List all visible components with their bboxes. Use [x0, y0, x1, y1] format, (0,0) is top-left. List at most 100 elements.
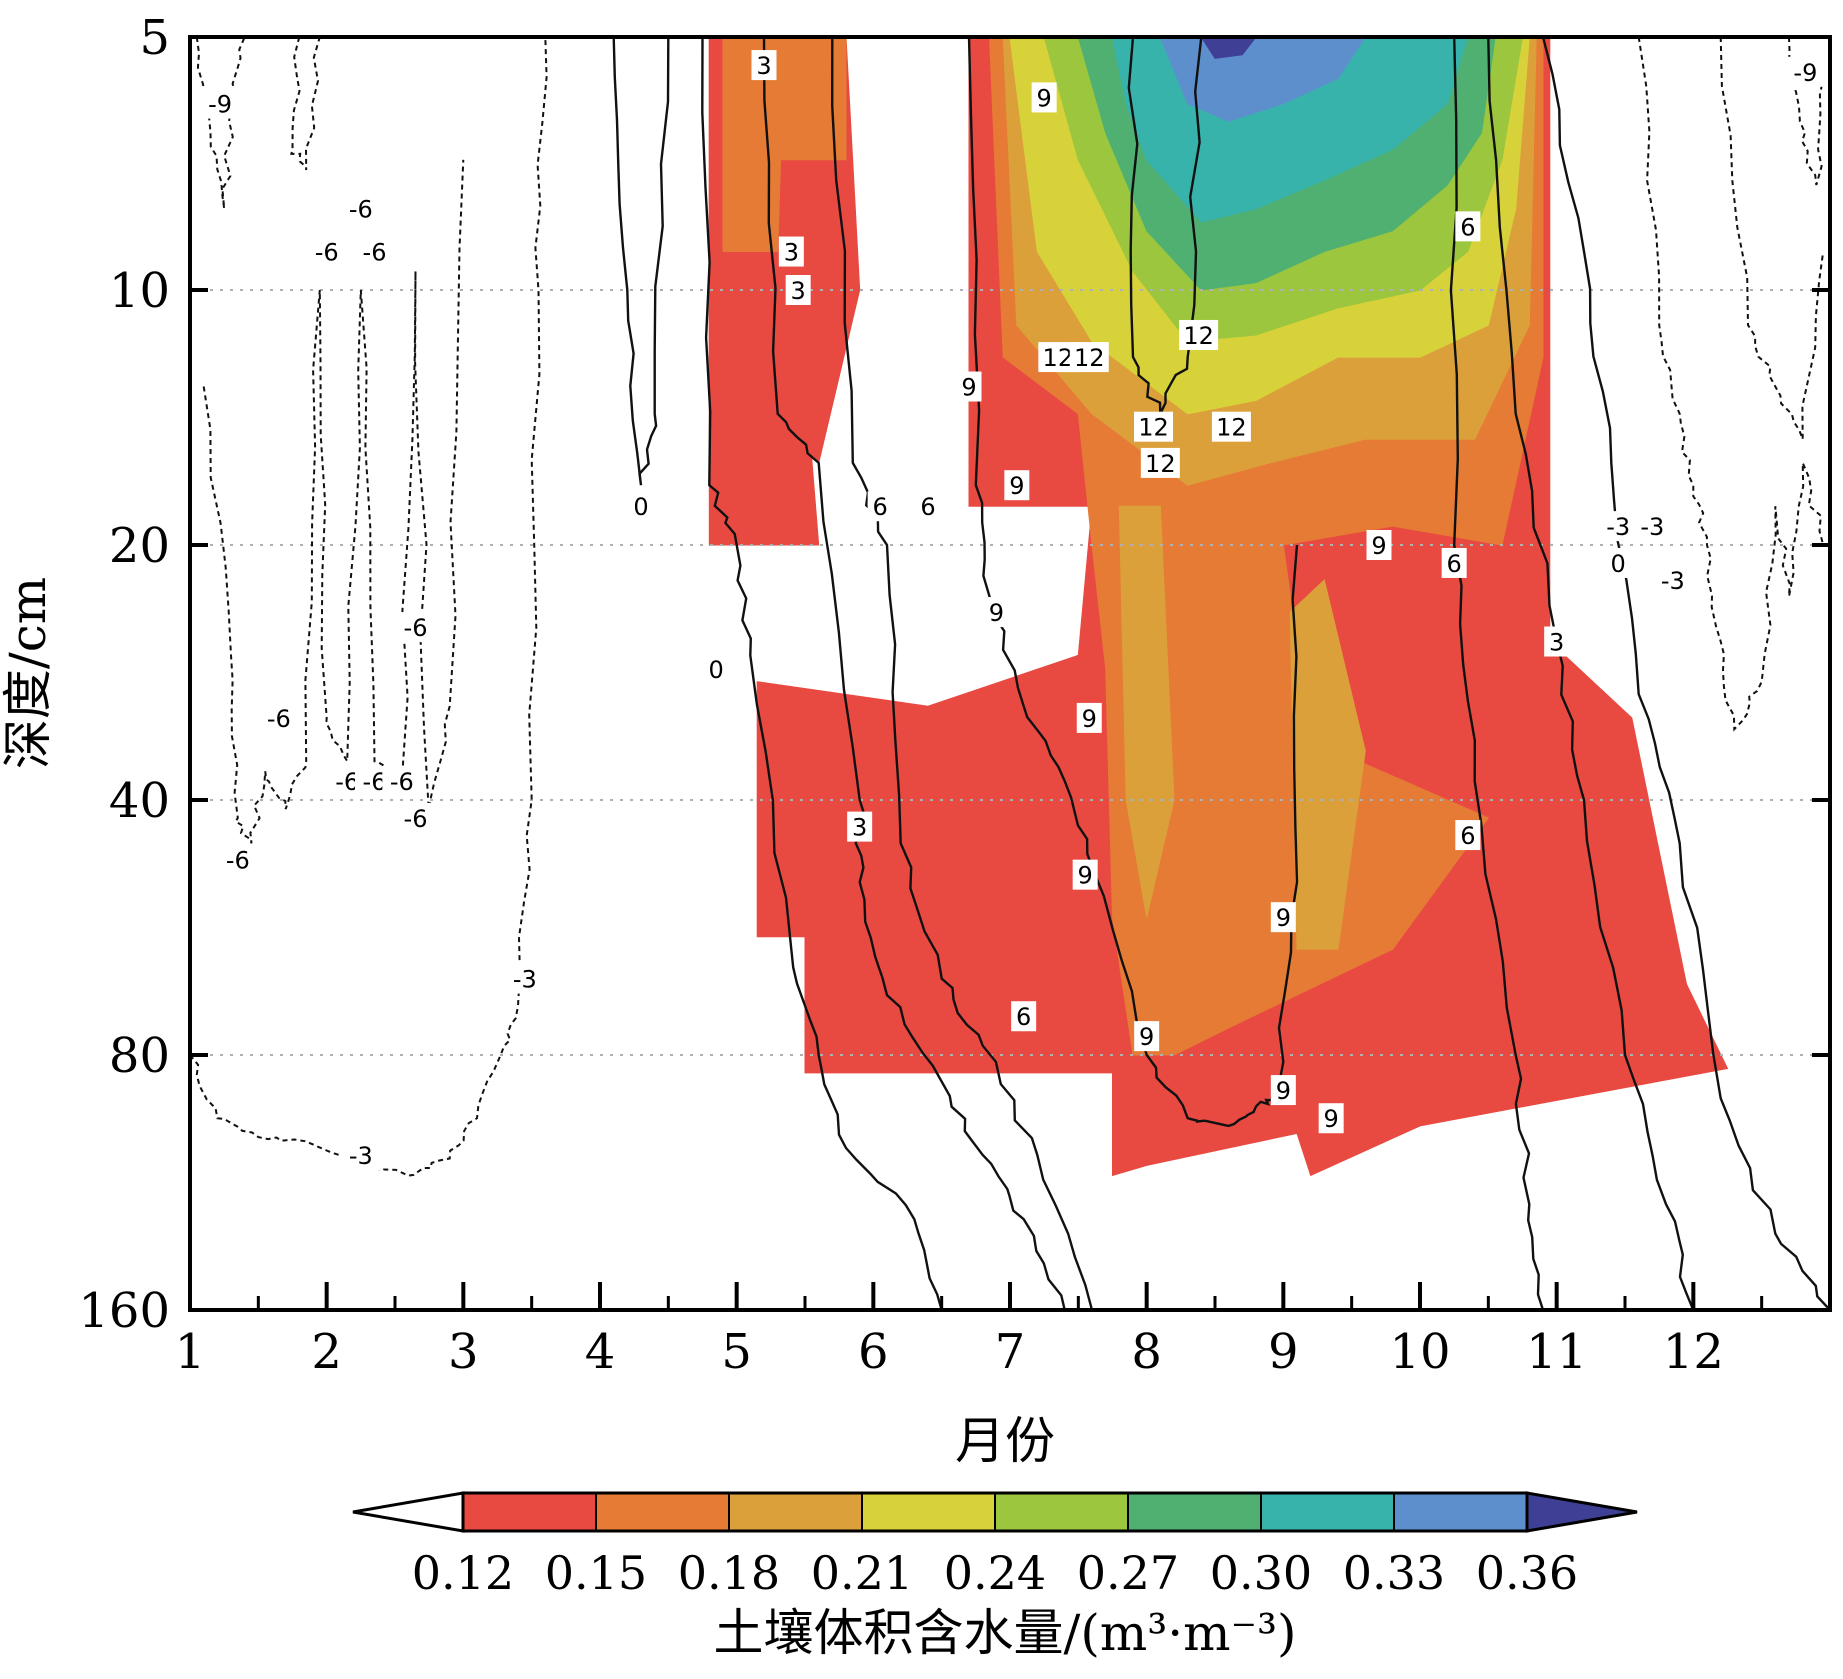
colorbar-under-arrow	[352, 1491, 465, 1533]
contour-label-12: -3	[513, 966, 537, 994]
x-axis: 1 2 3 4 5 6 7 8 9 10 11 12	[175, 1282, 1764, 1380]
contour-label-bg-39	[1270, 1075, 1296, 1106]
contour-label-19: 0	[1611, 550, 1626, 578]
contour-label-bg-44	[1179, 319, 1219, 350]
contour-line-3	[290, 37, 321, 171]
colorbar-segment-1	[595, 1492, 730, 1532]
contour-label-41: 9	[1078, 862, 1093, 890]
contour-label-23: 3	[852, 814, 867, 842]
y-tick-label-20: 20	[109, 518, 170, 574]
contour-label-bg-36	[1134, 1021, 1160, 1052]
contour-label-6: -6	[267, 705, 291, 733]
contour-label-bg-40	[1318, 1103, 1344, 1134]
contour-label-bg-38	[1270, 902, 1296, 933]
contour-label-bg-17	[628, 491, 654, 522]
x-tick-label-2: 2	[311, 1324, 342, 1380]
contour-line-5	[190, 37, 548, 1177]
contour-label-27: 6	[1460, 213, 1475, 241]
contour-label-bg-13	[341, 1140, 381, 1171]
contour-label-bg-45	[1134, 411, 1173, 442]
colorbar-tick-label-4: 0.24	[944, 1546, 1046, 1600]
x-tick-label-1: 1	[175, 1324, 206, 1380]
contour-label-16: -3	[1640, 513, 1664, 541]
x-tick-label-11: 11	[1526, 1324, 1587, 1380]
contour-line-11	[1487, 37, 1695, 1310]
contour-label-bg-5	[396, 612, 435, 643]
x-tick-label-4: 4	[585, 1324, 616, 1380]
contour-line-13	[1449, 37, 1545, 1310]
contour-label-bg-27	[1455, 211, 1481, 242]
contour-label-39: 9	[1276, 1077, 1291, 1105]
contour-label-9: -6	[226, 846, 250, 874]
colorbar-tick-label-3: 0.21	[811, 1546, 913, 1600]
colorbar-tick-label-7: 0.33	[1343, 1546, 1445, 1600]
contour-label-30: 6	[1016, 1003, 1031, 1031]
colorbar-segment-3	[861, 1492, 996, 1532]
contour-label-bg-37	[1366, 530, 1392, 560]
x-tick-label-9: 9	[1268, 1324, 1299, 1380]
contour-label-bg-30	[1011, 1001, 1037, 1032]
contour-label-bg-9	[218, 844, 258, 875]
y-axis: 5 10 20 40 80 160	[78, 10, 1830, 1339]
contour-label-11: -6	[404, 805, 428, 833]
x-axis-title: 月份	[955, 1412, 1055, 1470]
contour-label-bg-24	[1544, 626, 1570, 657]
contour-label-bg-3	[307, 236, 347, 267]
contour-label-35: 9	[1082, 705, 1097, 733]
contour-label-5: -6	[404, 614, 428, 642]
y-tick-label-80: 80	[109, 1028, 170, 1084]
contour-line-12	[830, 37, 1094, 1310]
contour-label-20: 3	[756, 52, 771, 80]
colorbar-segment-0	[462, 1492, 597, 1532]
contour-label-bg-6	[259, 702, 299, 733]
colorbar-segment-6	[1260, 1492, 1395, 1532]
contour-label-bg-28	[1441, 547, 1467, 578]
x-tick-label-6: 6	[858, 1324, 889, 1380]
contour-label-bg-26	[915, 491, 941, 522]
contour-label-2: -6	[349, 196, 373, 224]
contour-label-bg-20	[751, 50, 777, 81]
contour-label-31: 9	[1037, 84, 1052, 112]
y-axis-title: 深度/cm	[0, 577, 57, 769]
contour-label-bg-47	[1211, 411, 1251, 442]
x-tick-label-10: 10	[1389, 1324, 1450, 1380]
x-tick-label-8: 8	[1131, 1324, 1162, 1380]
contour-line-0	[195, 37, 246, 209]
contour-label-bg-11	[396, 802, 435, 833]
contour-label-bg-22	[785, 275, 811, 305]
colorbar: 0.12 0.15 0.18 0.21 0.24 0.27 0.30 0.33 0.36	[352, 1491, 1638, 1600]
contour-label-0: -9	[208, 91, 232, 119]
contour-label-25: 6	[873, 493, 888, 521]
y-tick-label-5: 5	[139, 10, 170, 66]
contour-label-33: 9	[1009, 472, 1024, 500]
contour-line-10	[762, 37, 1066, 1310]
contour-label-bg-23	[847, 811, 873, 842]
colorbar-title: 土壤体积含水量/(m³·m⁻³)	[713, 1604, 1296, 1662]
moisture-region-13	[1159, 37, 1366, 122]
colorbar-tick-label-6: 0.30	[1210, 1546, 1312, 1600]
contour-line-8	[701, 37, 943, 1310]
moisture-region-5	[777, 37, 847, 161]
contour-line-9	[1541, 37, 1830, 1310]
y-tick-label-40: 40	[109, 773, 170, 829]
heatmap-fill-layer	[708, 37, 1729, 1177]
contour-label-8: -6	[363, 768, 387, 796]
contour-label-21: 3	[784, 239, 799, 267]
contour-label-bg-31	[1031, 82, 1057, 113]
contour-label-13: -3	[349, 1142, 373, 1170]
contour-label-24: 3	[1549, 629, 1564, 657]
x-tick-label-12: 12	[1663, 1324, 1724, 1380]
contour-label-36: 9	[1139, 1023, 1154, 1051]
contour-line-2	[202, 159, 465, 844]
colorbar-segment-7	[1393, 1492, 1528, 1532]
contour-label-47: 12	[1216, 414, 1247, 442]
contour-label-3: -6	[315, 239, 339, 267]
contour-label-44: 12	[1183, 322, 1214, 350]
contour-label-37: 9	[1371, 532, 1386, 560]
contour-label-14: -3	[1606, 513, 1630, 541]
contour-label-32: 9	[961, 374, 976, 402]
contour-label-bg-41	[1072, 859, 1098, 890]
contour-label-bg-12	[505, 963, 545, 994]
y-tick-label-10: 10	[109, 263, 170, 319]
